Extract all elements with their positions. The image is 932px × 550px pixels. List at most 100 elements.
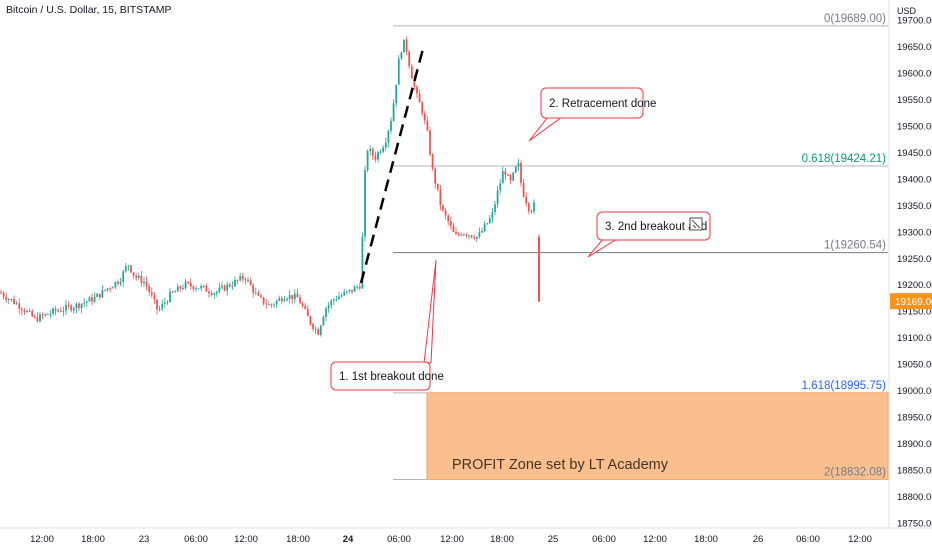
candle-body[interactable] bbox=[5, 296, 8, 300]
candle-body[interactable] bbox=[317, 328, 320, 335]
candle-body[interactable] bbox=[36, 316, 39, 322]
candle-body[interactable] bbox=[10, 299, 13, 301]
callout-retracement[interactable]: 2. Retracement done bbox=[528, 87, 656, 142]
candle-body[interactable] bbox=[145, 281, 148, 286]
candle-body[interactable] bbox=[431, 154, 434, 169]
candle-body[interactable] bbox=[88, 297, 91, 302]
candle-body[interactable] bbox=[460, 234, 463, 236]
candle-body[interactable] bbox=[416, 86, 418, 94]
candle-body[interactable] bbox=[106, 288, 109, 291]
candle-body[interactable] bbox=[252, 285, 255, 293]
candle-body[interactable] bbox=[340, 295, 343, 297]
candle-body[interactable] bbox=[390, 121, 392, 131]
candle-body[interactable] bbox=[293, 293, 296, 300]
candle-body[interactable] bbox=[452, 225, 455, 233]
candle-body[interactable] bbox=[44, 313, 47, 316]
candle-body[interactable] bbox=[436, 183, 439, 190]
candle-body[interactable] bbox=[7, 299, 10, 301]
candle-body[interactable] bbox=[124, 266, 127, 272]
candle-body[interactable] bbox=[517, 163, 520, 167]
candle-body[interactable] bbox=[260, 295, 262, 298]
candle-body[interactable] bbox=[439, 189, 442, 206]
candle-body[interactable] bbox=[75, 303, 78, 309]
candle-body[interactable] bbox=[257, 292, 260, 296]
candle-body[interactable] bbox=[189, 282, 192, 287]
candle-body[interactable] bbox=[174, 291, 177, 293]
candle-body[interactable] bbox=[213, 293, 216, 295]
candle-body[interactable] bbox=[148, 285, 151, 293]
candle-body[interactable] bbox=[52, 308, 54, 314]
candle-body[interactable] bbox=[270, 304, 273, 306]
candle-body[interactable] bbox=[286, 298, 288, 300]
candle-body[interactable] bbox=[195, 288, 197, 290]
candle-body[interactable] bbox=[449, 221, 452, 226]
candle-body[interactable] bbox=[57, 310, 60, 312]
candle-body[interactable] bbox=[478, 232, 481, 237]
candle-body[interactable] bbox=[111, 287, 114, 289]
candle-body[interactable] bbox=[413, 78, 416, 87]
candle-body[interactable] bbox=[0, 292, 2, 294]
candle-body[interactable] bbox=[296, 293, 299, 298]
candle-body[interactable] bbox=[46, 313, 49, 315]
candle-body[interactable] bbox=[41, 314, 44, 316]
candle-body[interactable] bbox=[384, 142, 387, 148]
candle-body[interactable] bbox=[156, 299, 158, 310]
candle-body[interactable] bbox=[379, 151, 382, 153]
candle-body[interactable] bbox=[356, 286, 359, 288]
candle-body[interactable] bbox=[504, 171, 507, 175]
profit-zone[interactable] bbox=[426, 392, 889, 481]
candle-body[interactable] bbox=[322, 316, 325, 326]
candle-body[interactable] bbox=[423, 113, 426, 121]
callout-breakout-2[interactable]: 3. 2nd breakout and bbox=[587, 211, 711, 258]
candle-body[interactable] bbox=[218, 287, 221, 292]
candle-body[interactable] bbox=[72, 308, 75, 311]
candle-body[interactable] bbox=[494, 204, 496, 213]
candle-body[interactable] bbox=[59, 310, 62, 312]
candle-body[interactable] bbox=[179, 286, 182, 289]
candle-body[interactable] bbox=[462, 234, 465, 236]
candle-body[interactable] bbox=[509, 175, 512, 181]
candle-body[interactable] bbox=[223, 285, 226, 291]
candle-body[interactable] bbox=[26, 310, 28, 313]
candle-body[interactable] bbox=[338, 296, 340, 300]
candle-body[interactable] bbox=[127, 265, 130, 267]
candle-body[interactable] bbox=[314, 328, 317, 330]
candle-body[interactable] bbox=[226, 284, 229, 291]
candle-body[interactable] bbox=[244, 279, 247, 281]
candle-body[interactable] bbox=[184, 281, 187, 289]
candle-body[interactable] bbox=[197, 288, 200, 290]
candle-body[interactable] bbox=[465, 234, 468, 236]
candle-body[interactable] bbox=[387, 130, 390, 143]
candle-body[interactable] bbox=[202, 285, 205, 287]
candle-body[interactable] bbox=[397, 58, 400, 85]
candle-body[interactable] bbox=[522, 183, 525, 197]
candle-body[interactable] bbox=[457, 234, 460, 236]
candle-body[interactable] bbox=[231, 285, 234, 287]
candle-body[interactable] bbox=[114, 281, 117, 288]
candle-body[interactable] bbox=[371, 149, 374, 156]
candle-body[interactable] bbox=[382, 147, 385, 152]
candle-body[interactable] bbox=[470, 235, 473, 238]
candle-body[interactable] bbox=[31, 310, 34, 317]
candle-body[interactable] bbox=[348, 289, 351, 292]
candle-body[interactable] bbox=[364, 170, 366, 237]
candle-body[interactable] bbox=[93, 296, 96, 302]
candle-body[interactable] bbox=[273, 304, 275, 306]
candle-body[interactable] bbox=[291, 294, 294, 300]
candle-body[interactable] bbox=[332, 299, 335, 301]
candle-body[interactable] bbox=[304, 306, 307, 309]
candle-body[interactable] bbox=[327, 305, 330, 309]
candle-body[interactable] bbox=[301, 303, 304, 307]
candle-body[interactable] bbox=[171, 291, 174, 293]
candle-body[interactable] bbox=[525, 196, 528, 204]
candle-body[interactable] bbox=[15, 303, 18, 305]
candle-body[interactable] bbox=[275, 300, 278, 305]
candle-body[interactable] bbox=[533, 202, 535, 212]
candle-body[interactable] bbox=[132, 272, 135, 276]
candle-body[interactable] bbox=[496, 190, 499, 205]
candle-body[interactable] bbox=[468, 235, 470, 237]
candle-body[interactable] bbox=[2, 293, 5, 297]
candle-body[interactable] bbox=[369, 149, 372, 151]
